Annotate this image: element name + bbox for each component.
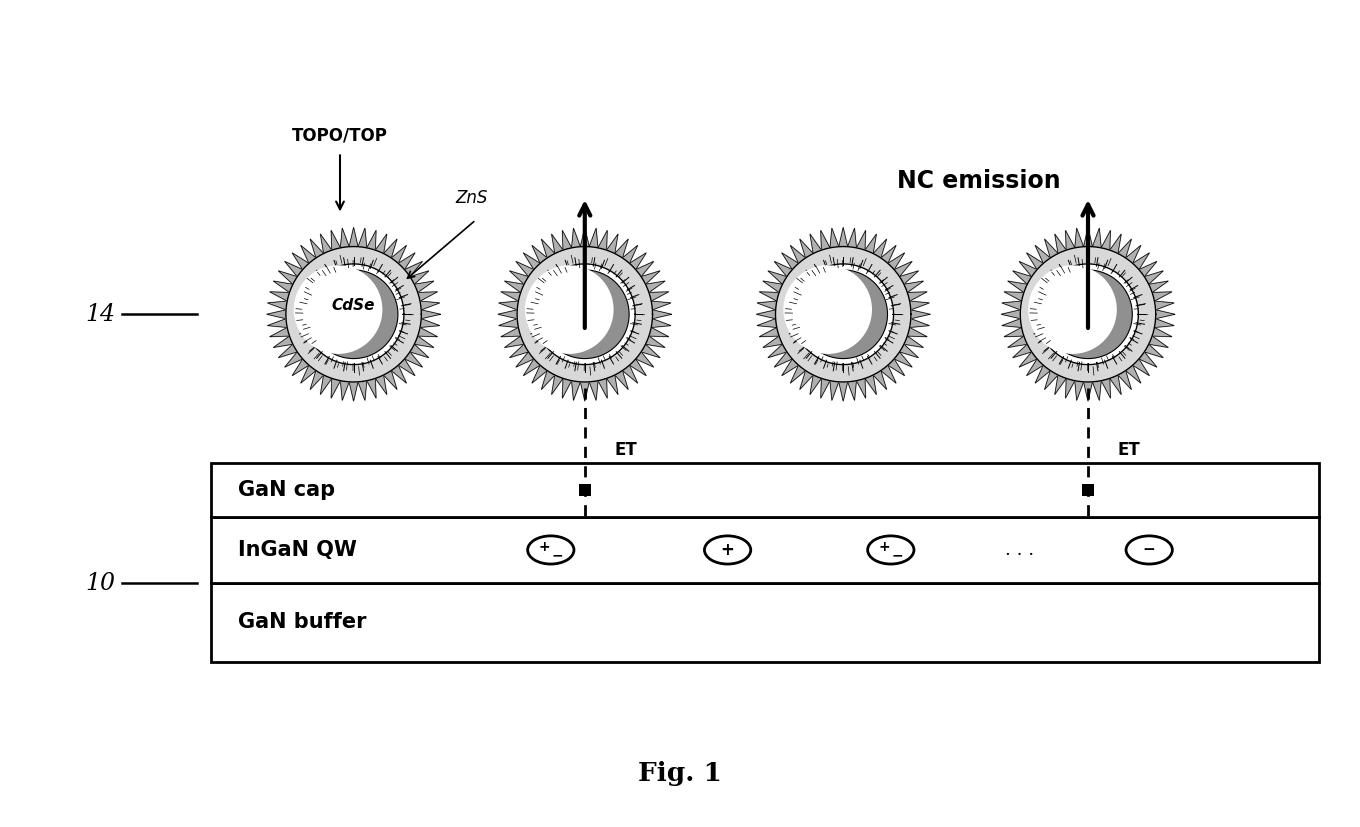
Polygon shape	[303, 264, 404, 365]
Polygon shape	[267, 227, 441, 401]
Ellipse shape	[1043, 270, 1133, 359]
Text: +: +	[879, 540, 889, 553]
Text: −: −	[1142, 543, 1156, 557]
Polygon shape	[534, 264, 635, 365]
Text: ET: ET	[615, 441, 638, 459]
Text: InGaN QW: InGaN QW	[238, 540, 356, 560]
Circle shape	[528, 536, 574, 564]
Text: Fig. 1: Fig. 1	[638, 761, 722, 786]
Bar	[578, 484, 592, 496]
Ellipse shape	[525, 265, 613, 354]
Ellipse shape	[783, 265, 872, 354]
Polygon shape	[1001, 227, 1175, 401]
Bar	[211, 517, 1319, 583]
Text: . . .: . . .	[1005, 541, 1035, 559]
Bar	[1081, 484, 1095, 496]
Text: 10: 10	[86, 571, 116, 595]
Bar	[211, 583, 1319, 662]
Text: +: +	[721, 541, 734, 559]
Polygon shape	[1020, 246, 1156, 382]
Text: +: +	[539, 540, 549, 553]
Ellipse shape	[540, 270, 630, 359]
Text: NC emission: NC emission	[898, 169, 1061, 193]
Circle shape	[1126, 536, 1172, 564]
Polygon shape	[517, 246, 653, 382]
Ellipse shape	[309, 270, 398, 359]
Polygon shape	[793, 264, 894, 365]
Ellipse shape	[798, 270, 888, 359]
Text: GaN cap: GaN cap	[238, 480, 335, 500]
Text: GaN buffer: GaN buffer	[238, 612, 366, 633]
Text: ZnS: ZnS	[456, 189, 488, 208]
Text: −: −	[892, 548, 903, 562]
Text: CdSe: CdSe	[332, 299, 375, 313]
Polygon shape	[775, 246, 911, 382]
Text: 14: 14	[86, 303, 116, 326]
Ellipse shape	[1028, 265, 1117, 354]
Polygon shape	[1038, 264, 1138, 365]
Text: TOPO/TOP: TOPO/TOP	[292, 126, 388, 144]
Bar	[211, 463, 1319, 517]
Circle shape	[868, 536, 914, 564]
Polygon shape	[286, 246, 422, 382]
Text: −: −	[552, 548, 563, 562]
Polygon shape	[756, 227, 930, 401]
Polygon shape	[498, 227, 672, 401]
Ellipse shape	[294, 265, 382, 354]
Text: ET: ET	[1118, 441, 1141, 459]
Circle shape	[704, 536, 751, 564]
